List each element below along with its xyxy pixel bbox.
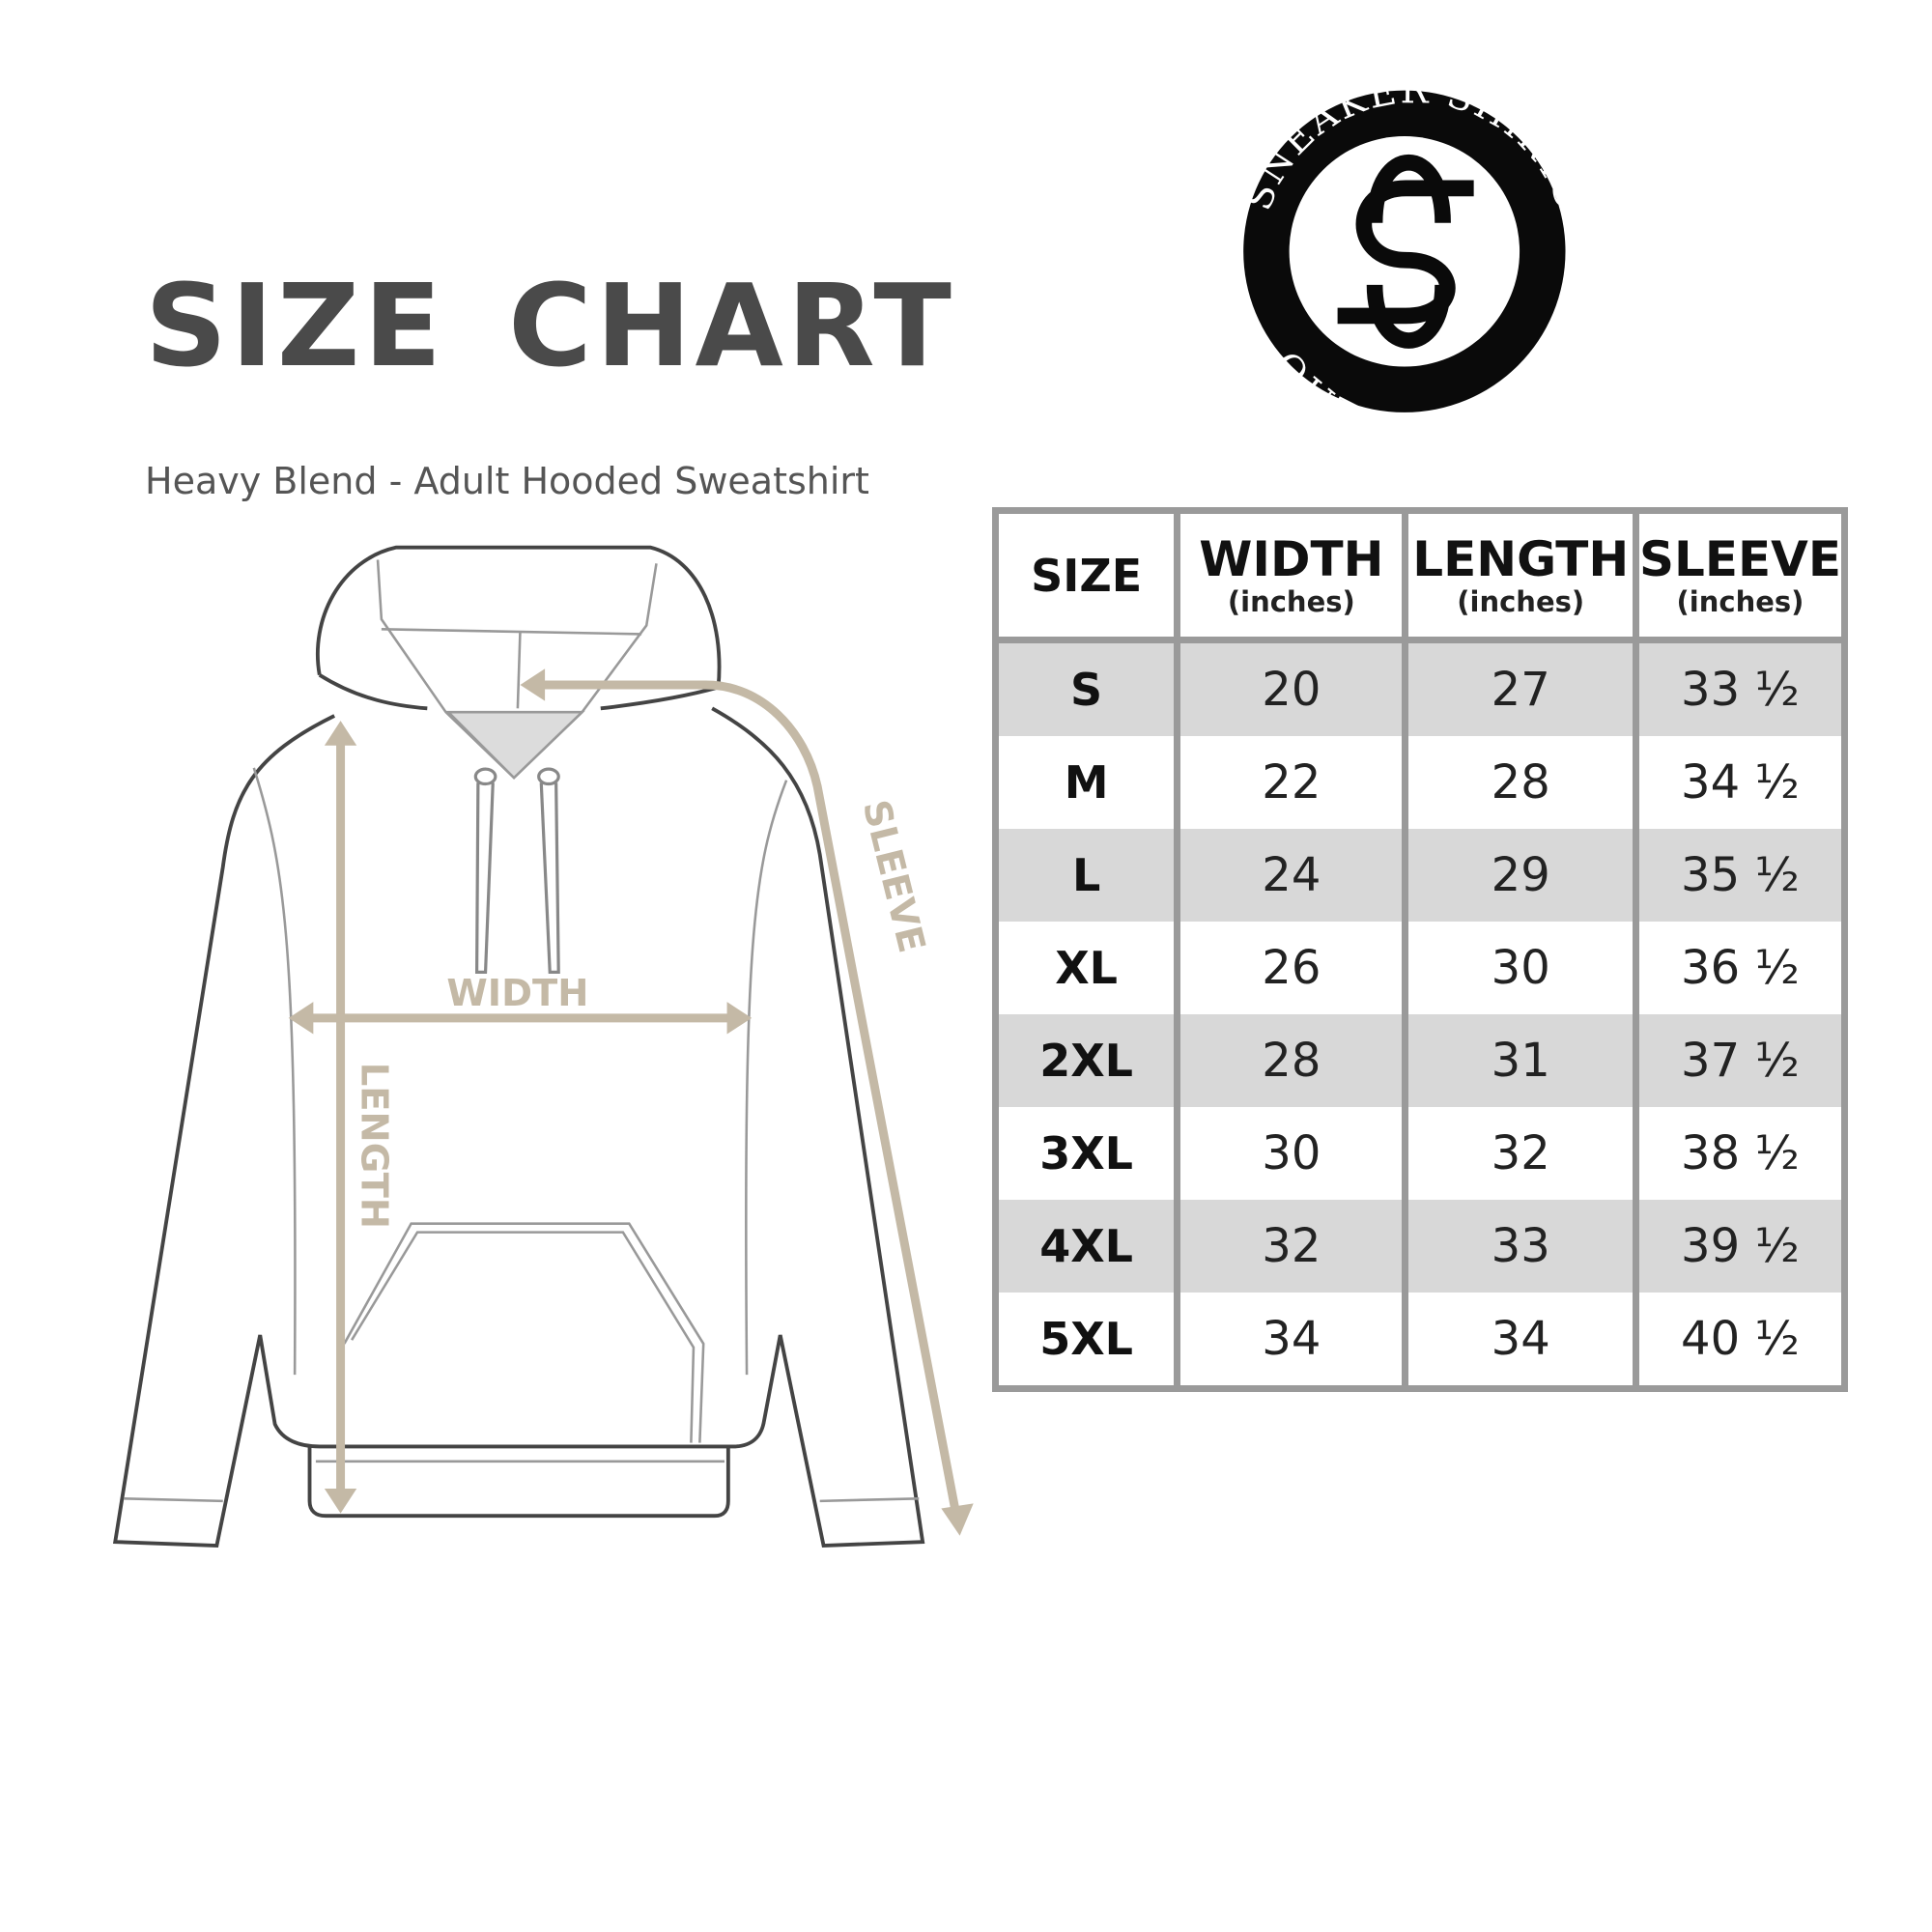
width-cell: 34 xyxy=(1174,1293,1409,1389)
header-length: LENGTH (inches) xyxy=(1402,510,1639,643)
hoodie-seams xyxy=(124,559,920,1503)
sleeve-cell: 35 ½ xyxy=(1632,829,1849,922)
size-cell: 2XL xyxy=(991,1014,1181,1107)
size-cell: M xyxy=(991,736,1181,829)
length-cell: 32 xyxy=(1402,1107,1639,1200)
table-row: XL 26 30 36 ½ xyxy=(991,922,1849,1014)
sleeve-cell: 33 ½ xyxy=(1632,639,1849,736)
length-cell: 29 xyxy=(1402,829,1639,922)
length-cell: 31 xyxy=(1402,1014,1639,1107)
size-cell: XL xyxy=(991,922,1181,1014)
sleeve-label: SLEEVE xyxy=(854,796,934,957)
sleeve-cell: 40 ½ xyxy=(1632,1293,1849,1389)
size-cell: 4XL xyxy=(991,1200,1181,1293)
size-cell: 5XL xyxy=(991,1293,1181,1389)
width-cell: 32 xyxy=(1174,1200,1409,1293)
width-label: WIDTH xyxy=(446,972,588,1015)
arrowhead-icon xyxy=(288,1002,314,1035)
size-table: SIZE WIDTH (inches) LENGTH (inches) SLEEVE… xyxy=(991,507,1849,1392)
arrowhead-icon xyxy=(324,721,357,746)
arrowhead-icon xyxy=(726,1002,753,1035)
size-cell: 3XL xyxy=(991,1107,1181,1200)
sleeve-cell: 34 ½ xyxy=(1632,736,1849,829)
page-title: SIZE CHART xyxy=(145,259,955,392)
brand-logo: SNEAKER SHIRTS OUTLET.COM xyxy=(1236,69,1589,454)
sleeve-cell: 38 ½ xyxy=(1632,1107,1849,1200)
length-cell: 30 xyxy=(1402,922,1639,1014)
width-cell: 28 xyxy=(1174,1014,1409,1107)
table-row: M 22 28 34 ½ xyxy=(991,736,1849,829)
width-cell: 24 xyxy=(1174,829,1409,922)
table-row: 4XL 32 33 39 ½ xyxy=(991,1200,1849,1293)
monogram-icon xyxy=(1337,155,1474,349)
size-cell: S xyxy=(991,639,1181,736)
header-size: SIZE xyxy=(991,510,1181,643)
hoodie-outline xyxy=(112,545,925,1548)
arrowhead-icon xyxy=(520,668,546,701)
table-header-row: SIZE WIDTH (inches) LENGTH (inches) SLEEVE… xyxy=(991,510,1849,643)
arrowhead-icon xyxy=(941,1503,974,1536)
header-width: WIDTH (inches) xyxy=(1174,510,1409,643)
sleeve-cell: 37 ½ xyxy=(1632,1014,1849,1107)
width-cell: 22 xyxy=(1174,736,1409,829)
length-cell: 33 xyxy=(1402,1200,1639,1293)
sleeve-arrow xyxy=(530,680,962,1525)
table-row: S 20 27 33 ½ xyxy=(991,639,1849,736)
length-label: LENGTH xyxy=(352,1063,395,1229)
width-cell: 20 xyxy=(1174,639,1409,736)
length-cell: 27 xyxy=(1402,639,1639,736)
table-row: 5XL 34 34 40 ½ xyxy=(991,1293,1849,1389)
width-cell: 26 xyxy=(1174,922,1409,1014)
size-cell: L xyxy=(991,829,1181,922)
drawstrings xyxy=(473,767,560,975)
length-cell: 28 xyxy=(1402,736,1639,829)
width-cell: 30 xyxy=(1174,1107,1409,1200)
product-subtitle: Heavy Blend - Adult Hooded Sweatshirt xyxy=(145,460,869,502)
sleeve-cell: 39 ½ xyxy=(1632,1200,1849,1293)
sleeve-cell: 36 ½ xyxy=(1632,922,1849,1014)
arrowhead-icon xyxy=(324,1489,357,1514)
length-cell: 34 xyxy=(1402,1293,1639,1389)
table-row: L 24 29 35 ½ xyxy=(991,829,1849,922)
header-sleeve: SLEEVE (inches) xyxy=(1632,510,1849,643)
table-row: 2XL 28 31 37 ½ xyxy=(991,1014,1849,1107)
table-row: 3XL 30 32 38 ½ xyxy=(991,1107,1849,1200)
neck-gusset xyxy=(445,710,585,780)
